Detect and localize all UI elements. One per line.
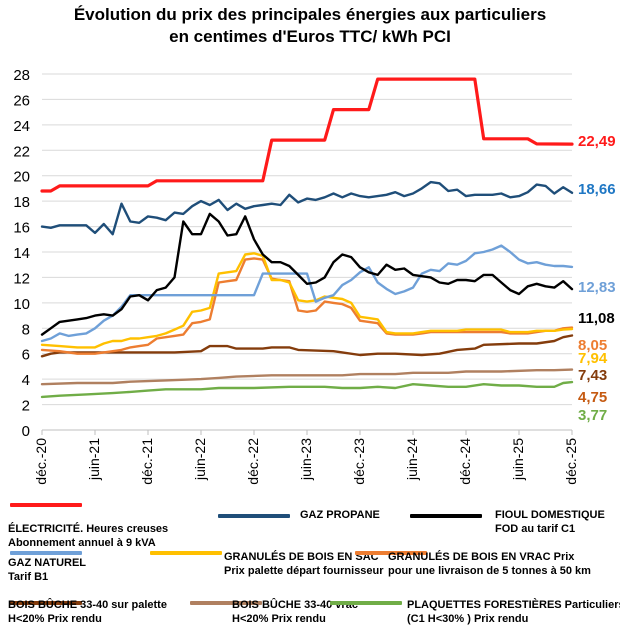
end-label-plaquettes: 3,77 <box>578 407 607 424</box>
series-line-fioul <box>40 212 574 336</box>
legend-text-granules_sac-2: Prix palette départ fournisseur <box>224 565 384 577</box>
end-label-granules_sac: 7,94 <box>578 350 608 367</box>
chart-title: Évolution du prix des principales énergi… <box>0 4 620 48</box>
legend-text-granules_sac-1: GRANULÉS DE BOIS EN SAC <box>224 551 379 563</box>
y-tick-label: 2 <box>22 398 30 415</box>
y-tick-label: 8 <box>22 321 30 338</box>
end-label-fioul: 11,08 <box>578 310 615 327</box>
x-tick-label: déc.-23 <box>351 438 367 485</box>
legend-swatch-fioul <box>410 514 482 518</box>
series-line-gaz <box>40 244 574 343</box>
legend-text-propane-1: GAZ PROPANE <box>300 509 380 521</box>
series-line-granules_vrac <box>40 257 574 355</box>
x-tick-label: déc.-24 <box>457 438 473 485</box>
end-label-granules_vrac: 8,05 <box>578 337 607 354</box>
series-lines <box>40 77 574 399</box>
y-tick-label: 16 <box>13 220 30 237</box>
legend-text-gaz-2: Tarif B1 <box>8 571 49 583</box>
x-tick-label: juin-22 <box>192 438 208 481</box>
legend-text-fioul-1: FIOUL DOMESTIQUE <box>495 509 605 521</box>
x-axis-ticks: déc.-20 juin-21 déc.-21 juin-22 déc.-22 juin-… <box>33 430 579 485</box>
series-line-plaquettes <box>40 380 574 399</box>
legend-text-gaz-1: GAZ NATUREL <box>8 557 87 569</box>
legend-text-elec-2: Abonnement annuel à 9 kVA <box>8 537 156 549</box>
y-tick-label: 12 <box>13 270 30 287</box>
x-tick-label: juin-24 <box>404 438 420 481</box>
end-label-buche_vrac: 4,75 <box>578 389 607 406</box>
y-tick-label: 4 <box>22 372 30 389</box>
legend-text-buche_vrac-1: BOIS BÛCHE 33-40 vrac <box>232 599 358 611</box>
legend-swatch-plaquettes <box>330 601 402 605</box>
series-line-propane <box>40 180 574 236</box>
x-tick-label: déc.-22 <box>245 438 261 485</box>
x-tick-label: juin-21 <box>86 438 102 481</box>
chart-title-line-1: Évolution du prix des principales énergi… <box>73 5 547 24</box>
x-tick-label: déc.-20 <box>33 438 49 485</box>
y-tick-label: 28 <box>13 67 30 84</box>
legend-swatch-buche_palette <box>10 601 82 605</box>
series-line-buche_palette <box>40 334 574 358</box>
y-tick-label: 20 <box>13 169 30 186</box>
gridlines <box>42 73 572 431</box>
y-tick-label: 26 <box>13 92 30 109</box>
series-line-elec <box>40 77 574 193</box>
end-value-labels: 22,49 18,66 11,08 12,83 7,948,05 7,43 4,753,77 <box>578 133 616 424</box>
end-label-buche_palette: 7,43 <box>578 367 607 384</box>
legend-swatch-granules_sac <box>150 551 222 555</box>
y-tick-label: 6 <box>22 347 30 364</box>
end-label-gaz: 12,83 <box>578 279 616 296</box>
x-tick-label: déc.-21 <box>139 438 155 485</box>
legend-text-buche_palette-1: BOIS BÛCHE 33-40 sur palette <box>8 599 167 611</box>
legend-text-granules_vrac-1: GRANULÉS DE BOIS EN VRAC Prix <box>388 551 575 563</box>
legend-swatch-granules_vrac <box>355 551 427 555</box>
legend-text-buche_vrac-2: H<20% Prix rendu <box>232 613 326 625</box>
legend-text-elec-1: ÉLECTRICITÉ. Heures creuses <box>8 523 169 535</box>
x-tick-label: juin-25 <box>510 438 526 481</box>
legend-swatch-propane <box>218 514 290 518</box>
end-label-propane: 18,66 <box>578 181 616 198</box>
y-tick-label: 24 <box>13 118 30 135</box>
y-tick-label: 18 <box>13 194 30 211</box>
series-line-buche_vrac <box>40 368 574 386</box>
legend-text-plaquettes-1: PLAQUETTES FORESTIÈRES Particuliers <box>407 599 620 611</box>
legend-swatch-elec <box>10 503 82 507</box>
y-tick-label: 14 <box>13 245 30 262</box>
y-tick-label: 10 <box>13 296 30 313</box>
end-label-elec: 22,49 <box>578 133 616 150</box>
legend-swatch-buche_vrac <box>190 601 262 605</box>
legend-text-granules_vrac-2: pour une livraison de 5 tonnes à 50 km <box>388 565 591 577</box>
legend-text-buche_palette-2: H<20% Prix rendu <box>8 613 102 625</box>
x-tick-label: déc.-25 <box>563 438 579 485</box>
legend-swatch-gaz <box>10 551 82 555</box>
chart-title-line-2: en centimes d'Euros TTC/ kWh PCI <box>169 27 451 46</box>
legend-text-fioul-2: FOD au tarif C1 <box>495 523 576 535</box>
y-tick-label: 22 <box>13 143 30 160</box>
legend-text-plaquettes-2: (C1 H<30% ) Prix rendu <box>407 613 529 625</box>
x-tick-label: juin-23 <box>298 438 314 481</box>
y-tick-label: 0 <box>22 423 30 440</box>
